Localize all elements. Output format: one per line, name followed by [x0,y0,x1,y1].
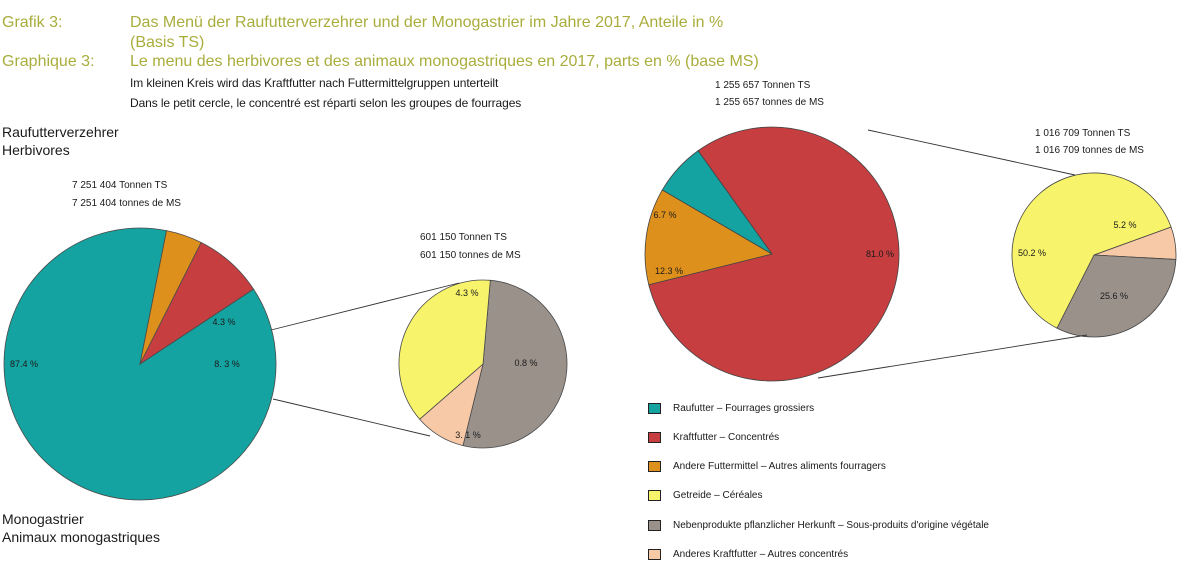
total-mono-small-fr: 1 016 709 tonnes de MS [1035,145,1144,156]
note-de: Im kleinen Kreis wird das Kraftfutter na… [130,76,499,90]
pie-2-slice-andere [644,189,774,286]
note-fr: Dans le petit cercle, le concentré est r… [130,96,522,110]
pie-2-label-kraft: 81.0 % [866,249,894,259]
legend-label-rau: Raufutter – Fourrages grossiers [673,402,815,414]
figure-title-de-cont: (Basis TS) [130,34,205,51]
connector-line-1 [272,398,431,437]
legend-swatch-getreide [648,490,661,502]
legend-label-getreide: Getreide – Céréales [673,490,763,502]
figure-title-fr: Le menu des herbivores et des animaux mo… [130,53,759,70]
legend-swatch-andere [648,461,661,473]
pie-2-slice-rau [661,150,773,255]
pie-3-slice-neben [1056,254,1177,338]
legend-swatch-kraft [648,431,661,443]
pie-0-slice-kraft [138,241,255,366]
connector-line-2 [867,129,1076,176]
total-herb-big-de: 7 251 404 Tonnen TS [72,180,168,191]
pie-0-label-kraft: 8. 3 % [214,359,240,369]
pie-2-slice-kraft [648,126,900,382]
pie-3-label-neben: 25.6 % [1100,291,1128,301]
legend-label-andere: Andere Futtermittel – Autres aliments fo… [673,461,886,473]
pie-0-label-andere: 4.3 % [212,317,235,327]
pie-1-label-getreide: 3. 1 % [455,430,481,440]
group-mono-fr: Animaux monogastriques [2,529,160,545]
group-herbivores-de: Raufutterverzehrer [2,124,119,140]
legend-item-rau: Raufutter – Fourrages grossiers [648,400,814,416]
legend-item-kraft: Kraftfutter – Concentrés [648,429,779,445]
total-mono-big-fr: 1 255 657 tonnes de MS [715,97,824,108]
legend-swatch-rau [648,402,661,414]
figure-label-de: Grafik 3: [2,14,63,31]
connector-line-0 [270,282,460,331]
legend-item-anderes_kraft: Anderes Kraftfutter – Autres concentrés [648,547,848,563]
group-herbivores-fr: Herbivores [2,142,70,158]
pie-0-label-rau: 87.4 % [10,359,38,369]
pie-3-label-getreide: 50.2 % [1018,248,1046,258]
total-herb-small-de: 601 150 Tonnen TS [420,232,507,243]
pie-1-label-anderes_kraft: 0.8 % [514,358,537,368]
total-mono-small-de: 1 016 709 Tonnen TS [1035,128,1131,139]
pie-2-label-rau: 6.7 % [653,210,676,220]
legend-swatch-neben [648,519,661,531]
legend-label-anderes_kraft: Anderes Kraftfutter – Autres concentrés [673,549,849,560]
group-mono-de: Monogastrier [2,511,84,527]
pie-2-label-andere: 12.3 % [655,266,683,276]
total-mono-big-de: 1 255 657 Tonnen TS [715,80,811,91]
pie-3-slice-getreide [1011,172,1172,329]
total-herb-small-fr: 601 150 tonnes de MS [420,250,521,261]
legend-label-kraft: Kraftfutter – Concentrés [673,431,780,443]
pie-1-slice-getreide [398,279,491,420]
pie-1-slice-neben [462,279,568,449]
figure-title-de: Das Menü der Raufutterverzehrer und der … [130,14,724,31]
pie-1-label-neben: 4.3 % [455,288,478,298]
connector-line-3 [817,334,1088,379]
legend-item-getreide: Getreide – Céréales [648,488,763,504]
pie-3-label-anderes_kraft: 5.2 % [1113,220,1136,230]
legend-item-andere: Andere Futtermittel – Autres aliments fo… [648,459,886,475]
legend-label-neben: Nebenprodukte pflanzlicher Herkunft – So… [673,519,989,531]
figure-label-fr: Graphique 3: [2,53,95,70]
legend-swatch-anderes_kraft [648,549,661,560]
legend-item-neben: Nebenprodukte pflanzlicher Herkunft – So… [648,517,989,533]
total-herb-big-fr: 7 251 404 tonnes de MS [72,198,181,209]
